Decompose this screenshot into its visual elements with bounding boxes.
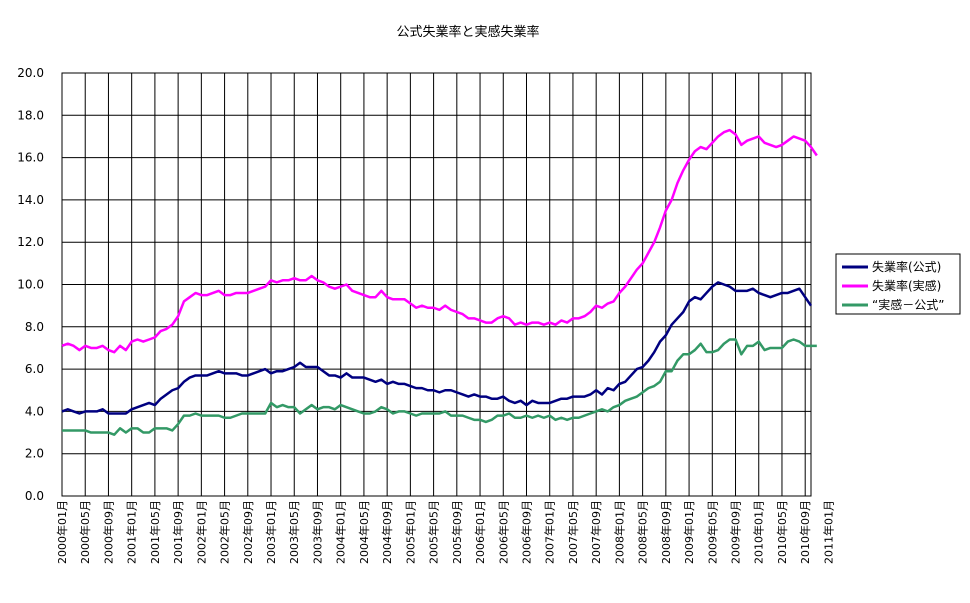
y-tick-label: 18.0 [17,108,44,122]
y-tick-label: 6.0 [25,362,44,376]
x-tick-label: 2000年05月 [78,500,92,564]
series-lines [61,128,818,436]
chart-title: 公式失業率と実感失業率 [396,24,539,40]
y-tick-label: 4.0 [25,404,44,418]
legend-label: 失業率(実感) [872,278,941,293]
x-tick-label: 2008年05月 [636,500,650,564]
x-tick-label: 2005年05月 [427,500,441,564]
x-tick-label: 2001年01月 [125,500,139,564]
legend-label: “実感－公式” [872,297,944,312]
x-tick-label: 2000年01月 [55,500,69,564]
x-tick-label: 2003年05月 [287,500,301,564]
x-tick-label: 2002年05月 [218,500,232,564]
y-tick-label: 10.0 [17,278,44,292]
y-tick-label: 20.0 [17,66,44,80]
x-tick-label: 2002年01月 [194,500,208,564]
x-tick-label: 2009年09月 [729,500,743,564]
x-tick-label: 2003年01月 [264,500,278,564]
x-tick-label: 2004年05月 [357,500,371,564]
legend: 失業率(公式) 失業率(実感) “実感－公式” [835,253,961,315]
x-tick-label: 2009年01月 [682,500,696,564]
x-tick-label: 2004年09月 [380,500,394,564]
series-line-1 [61,128,818,354]
x-tick-label: 2006年01月 [473,500,487,564]
x-tick-label: 2011年01月 [821,500,835,564]
y-tick-label: 14.0 [17,193,44,207]
legend-label: 失業率(公式) [872,259,941,274]
series-line-0 [61,281,813,415]
grid-lines [61,72,811,497]
x-tick-label: 2010年09月 [798,500,812,564]
y-axis: 0.0 2.0 4.0 6.0 8.0 10.0 12.0 14.0 16.0 18.0 20.0 [17,66,44,503]
x-tick-label: 2009年05月 [705,500,719,564]
x-tick-label: 2010年01月 [752,500,766,564]
y-tick-label: 16.0 [17,151,44,165]
x-tick-label: 2010年05月 [775,500,789,564]
x-tick-label: 2005年09月 [450,500,464,564]
series-line-2 [62,338,817,436]
x-tick-label: 2007年01月 [543,500,557,564]
x-tick-label: 2006年09月 [519,500,533,564]
x-tick-label: 2004年01月 [334,500,348,564]
x-tick-label: 2006年05月 [496,500,510,564]
x-tick-label: 2001年09月 [171,500,185,564]
y-tick-label: 8.0 [25,320,44,334]
x-tick-label: 2005年01月 [403,500,417,564]
x-tick-label: 2007年09月 [589,500,603,564]
y-tick-label: 0.0 [25,489,44,503]
y-tick-label: 12.0 [17,235,44,249]
x-tick-label: 2007年05月 [566,500,580,564]
plot-area-border [61,72,812,497]
x-axis: 2000年01月 2000年05月 2000年09月 2001年01月 2001年05月… [55,500,835,564]
x-tick-label: 2002年09月 [241,500,255,564]
x-tick-label: 2003年09月 [310,500,324,564]
x-tick-label: 2000年09月 [101,500,115,564]
x-tick-label: 2008年01月 [612,500,626,564]
y-tick-label: 2.0 [25,447,44,461]
x-tick-label: 2008年09月 [659,500,673,564]
x-tick-label: 2001年05月 [148,500,162,564]
